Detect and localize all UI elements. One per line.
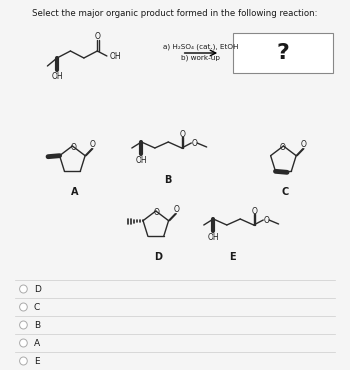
Text: O: O (180, 130, 186, 138)
Text: O: O (173, 205, 179, 214)
Text: O: O (154, 208, 160, 216)
Text: E: E (34, 357, 40, 366)
Text: ?: ? (276, 43, 289, 63)
Text: O: O (90, 140, 96, 149)
Text: D: D (34, 285, 41, 293)
Text: B: B (34, 320, 40, 330)
Text: O: O (263, 215, 269, 225)
Text: O: O (252, 206, 258, 215)
Text: OH: OH (110, 51, 121, 61)
Circle shape (20, 285, 27, 293)
Text: O: O (94, 31, 100, 40)
Text: OH: OH (208, 232, 219, 242)
Circle shape (20, 321, 27, 329)
Text: O: O (70, 142, 76, 151)
Text: OH: OH (135, 155, 147, 165)
Text: A: A (71, 187, 78, 197)
Text: E: E (229, 252, 236, 262)
Text: B: B (164, 175, 172, 185)
Text: C: C (282, 187, 289, 197)
Circle shape (20, 339, 27, 347)
Text: O: O (301, 140, 307, 149)
Circle shape (20, 357, 27, 365)
Text: D: D (154, 252, 162, 262)
Text: A: A (34, 339, 40, 347)
Text: C: C (34, 303, 40, 312)
Text: a) H₂SO₄ (cat.), EtOH: a) H₂SO₄ (cat.), EtOH (163, 44, 239, 50)
Text: Select the major organic product formed in the following reaction:: Select the major organic product formed … (32, 9, 318, 18)
Text: b) work-up: b) work-up (181, 55, 220, 61)
Text: O: O (191, 138, 197, 148)
Bar (232, 33, 333, 73)
Text: OH: OH (51, 71, 63, 81)
Text: O: O (280, 142, 285, 151)
Circle shape (20, 303, 27, 311)
